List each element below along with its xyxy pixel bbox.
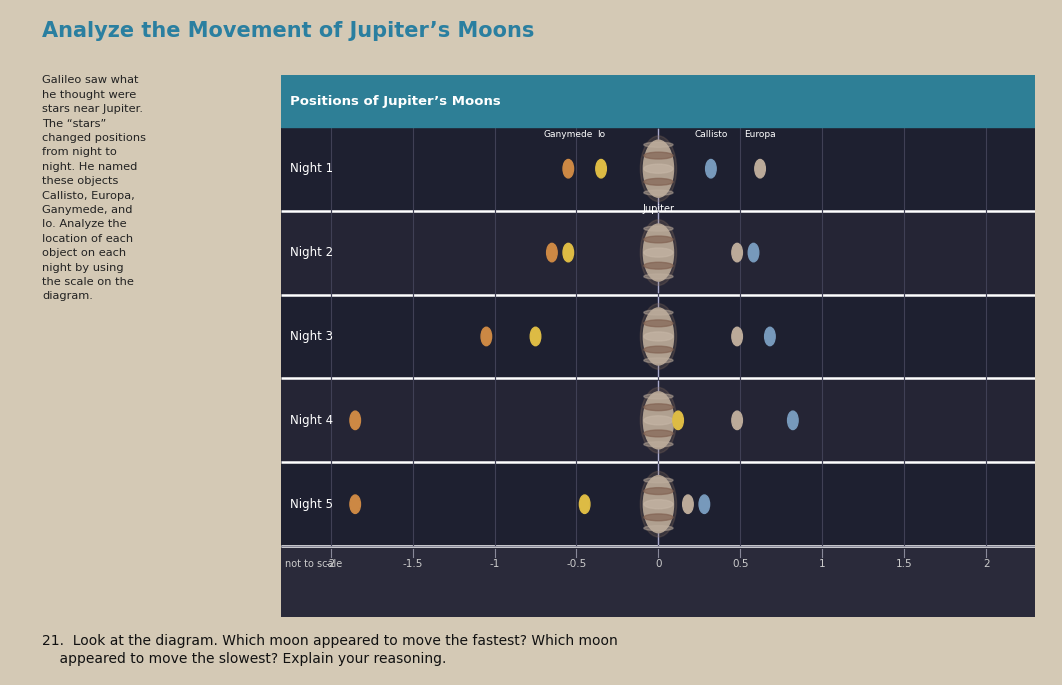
Ellipse shape [755, 160, 766, 178]
Ellipse shape [765, 327, 775, 346]
Ellipse shape [644, 394, 673, 399]
Text: Positions of Jupiter’s Moons: Positions of Jupiter’s Moons [291, 95, 501, 108]
Bar [281, 462, 1035, 546]
Text: 0: 0 [655, 558, 662, 569]
Bar [281, 295, 1035, 378]
Text: Night 3: Night 3 [291, 330, 333, 343]
Ellipse shape [644, 488, 673, 495]
Ellipse shape [705, 160, 716, 178]
Bar [281, 75, 1035, 127]
Text: Analyze the Movement of Jupiter’s Moons: Analyze the Movement of Jupiter’s Moons [42, 21, 535, 40]
Ellipse shape [699, 495, 709, 514]
Ellipse shape [644, 224, 673, 281]
Ellipse shape [563, 243, 573, 262]
Ellipse shape [644, 332, 673, 341]
Ellipse shape [644, 525, 673, 531]
Text: -1.5: -1.5 [402, 558, 423, 569]
Ellipse shape [644, 140, 673, 197]
Bar [281, 211, 1035, 295]
Ellipse shape [644, 499, 673, 509]
Ellipse shape [644, 310, 673, 315]
Text: Io: Io [597, 130, 605, 139]
Ellipse shape [640, 303, 676, 369]
Text: Ganymede: Ganymede [544, 130, 593, 139]
Ellipse shape [640, 136, 676, 201]
Text: -2: -2 [325, 558, 336, 569]
Ellipse shape [644, 475, 673, 533]
Ellipse shape [644, 514, 673, 521]
Text: not to scale: not to scale [286, 558, 342, 569]
Ellipse shape [732, 327, 742, 346]
Ellipse shape [349, 411, 360, 429]
Ellipse shape [640, 388, 676, 453]
Text: Galileo saw what
he thought were
stars near Jupiter.
The “stars”
changed positio: Galileo saw what he thought were stars n… [42, 75, 147, 301]
Text: -1: -1 [490, 558, 500, 569]
Ellipse shape [644, 442, 673, 447]
Ellipse shape [732, 411, 742, 429]
Bar [281, 546, 1035, 616]
Ellipse shape [481, 327, 492, 346]
Text: Jupiter: Jupiter [643, 203, 674, 214]
Ellipse shape [644, 226, 673, 232]
Ellipse shape [644, 308, 673, 365]
Ellipse shape [563, 160, 573, 178]
Ellipse shape [644, 152, 673, 159]
Ellipse shape [644, 178, 673, 185]
Ellipse shape [732, 243, 742, 262]
Text: 0.5: 0.5 [732, 558, 749, 569]
Ellipse shape [640, 471, 676, 537]
Text: -0.5: -0.5 [566, 558, 586, 569]
Text: Night 4: Night 4 [291, 414, 333, 427]
Ellipse shape [644, 164, 673, 173]
Ellipse shape [547, 243, 558, 262]
Ellipse shape [644, 358, 673, 363]
Ellipse shape [596, 160, 606, 178]
Ellipse shape [349, 495, 360, 514]
Bar [281, 127, 1035, 211]
Ellipse shape [530, 327, 541, 346]
Text: 21.  Look at the diagram. Which moon appeared to move the fastest? Which moon
  : 21. Look at the diagram. Which moon appe… [42, 634, 618, 666]
Text: Callisto: Callisto [695, 130, 727, 139]
Ellipse shape [644, 274, 673, 279]
Ellipse shape [644, 403, 673, 410]
Text: Europa: Europa [744, 130, 776, 139]
Ellipse shape [640, 220, 676, 286]
Ellipse shape [644, 262, 673, 269]
Text: 1.5: 1.5 [896, 558, 912, 569]
Bar [281, 378, 1035, 462]
Ellipse shape [644, 320, 673, 327]
Ellipse shape [644, 477, 673, 483]
Ellipse shape [683, 495, 693, 514]
Ellipse shape [673, 411, 683, 429]
Ellipse shape [644, 416, 673, 425]
Ellipse shape [644, 346, 673, 353]
Text: 2: 2 [983, 558, 990, 569]
Text: Night 2: Night 2 [291, 246, 333, 259]
Text: Night 5: Night 5 [291, 498, 333, 511]
Ellipse shape [644, 392, 673, 449]
Ellipse shape [644, 236, 673, 243]
Ellipse shape [644, 190, 673, 195]
Ellipse shape [644, 430, 673, 437]
Ellipse shape [644, 142, 673, 147]
Text: Night 1: Night 1 [291, 162, 333, 175]
Ellipse shape [580, 495, 590, 514]
Ellipse shape [749, 243, 758, 262]
Ellipse shape [644, 248, 673, 257]
Text: 1: 1 [819, 558, 825, 569]
Ellipse shape [788, 411, 799, 429]
